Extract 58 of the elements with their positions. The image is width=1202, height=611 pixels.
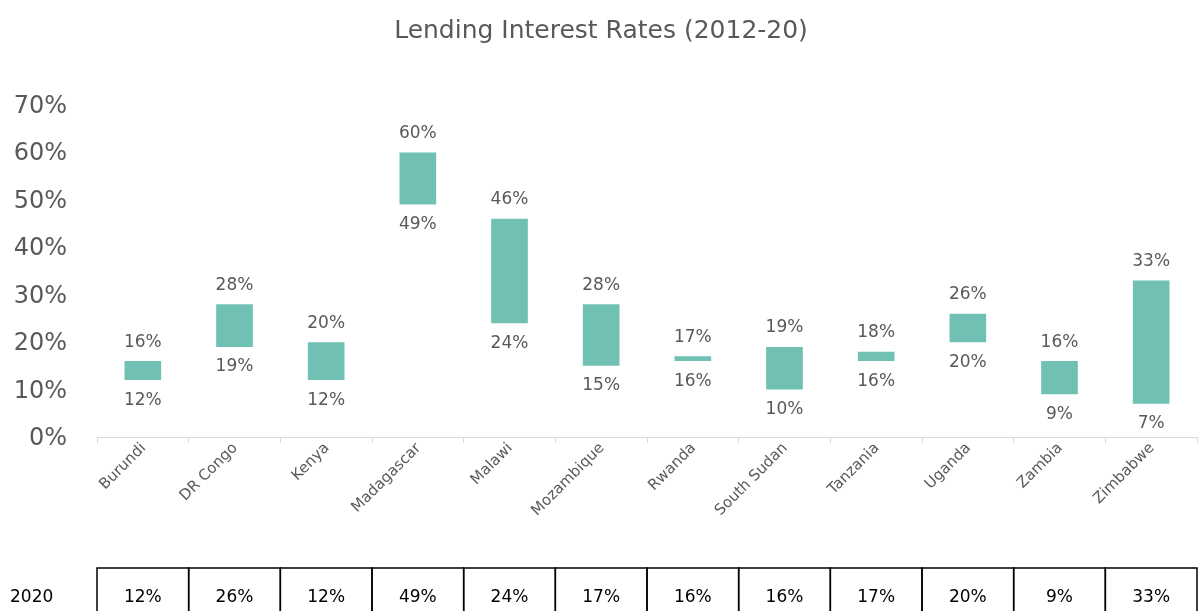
- annotation: 16%: [123, 330, 162, 351]
- annotation: 16%: [857, 369, 896, 390]
- y-tick-label: 60%: [13, 138, 67, 167]
- y-tick-label: 30%: [13, 280, 67, 309]
- annotation: 16%: [673, 369, 712, 390]
- annotation: 26%: [948, 283, 987, 304]
- bar: [124, 361, 162, 381]
- text: 24%: [490, 586, 529, 606]
- y-tick-label: 40%: [13, 233, 67, 262]
- annotation: 15%: [582, 374, 621, 395]
- bar: [216, 304, 253, 347]
- annotation: 16%: [1040, 330, 1079, 351]
- text: 26%: [215, 586, 254, 606]
- y-tick-label: 10%: [13, 375, 67, 404]
- annotation: 19%: [765, 316, 804, 337]
- text: 12%: [123, 586, 162, 606]
- text: 16%: [765, 586, 804, 606]
- annotation: 12%: [123, 388, 162, 409]
- text: 17%: [582, 586, 621, 606]
- annotation: 24%: [490, 331, 529, 352]
- text: 49%: [398, 586, 437, 606]
- bar: [582, 304, 620, 366]
- text: 16%: [673, 586, 712, 606]
- annotation: 20%: [307, 311, 346, 332]
- y-tick-label: 50%: [13, 185, 67, 214]
- bar: [1132, 280, 1170, 404]
- annotation: 17%: [673, 325, 712, 346]
- bar: [949, 313, 987, 343]
- annotation: 10%: [765, 398, 804, 419]
- chart-title: Lending Interest Rates (2012-20): [394, 15, 808, 44]
- bar: [674, 356, 712, 362]
- bar: [766, 346, 803, 390]
- bar: [399, 152, 437, 205]
- text: 12%: [307, 586, 346, 606]
- annotation: 33%: [1132, 249, 1171, 270]
- annotation: 9%: [1046, 402, 1073, 423]
- text: 33%: [1132, 586, 1171, 606]
- annotation: 19%: [215, 355, 254, 376]
- text: 9%: [1046, 586, 1073, 606]
- annotation: 46%: [490, 188, 529, 209]
- text: 2020: [10, 586, 54, 606]
- y-tick-label: 0%: [28, 423, 67, 451]
- annotation: 20%: [948, 350, 987, 371]
- y-tick-label: 70%: [13, 91, 67, 119]
- text: 17%: [857, 586, 896, 606]
- annotation: 28%: [582, 273, 621, 294]
- annotation: 28%: [215, 273, 254, 294]
- text: 20%: [948, 586, 987, 606]
- annotation: 49%: [398, 213, 437, 234]
- annotation: 7%: [1137, 412, 1165, 433]
- annotation: 60%: [398, 121, 437, 142]
- bar: [307, 342, 345, 381]
- bar: [1041, 361, 1078, 395]
- bar: [857, 351, 895, 362]
- bar: [491, 218, 528, 324]
- annotation: 18%: [857, 321, 896, 342]
- y-tick-label: 20%: [13, 328, 67, 357]
- annotation: 12%: [307, 388, 346, 409]
